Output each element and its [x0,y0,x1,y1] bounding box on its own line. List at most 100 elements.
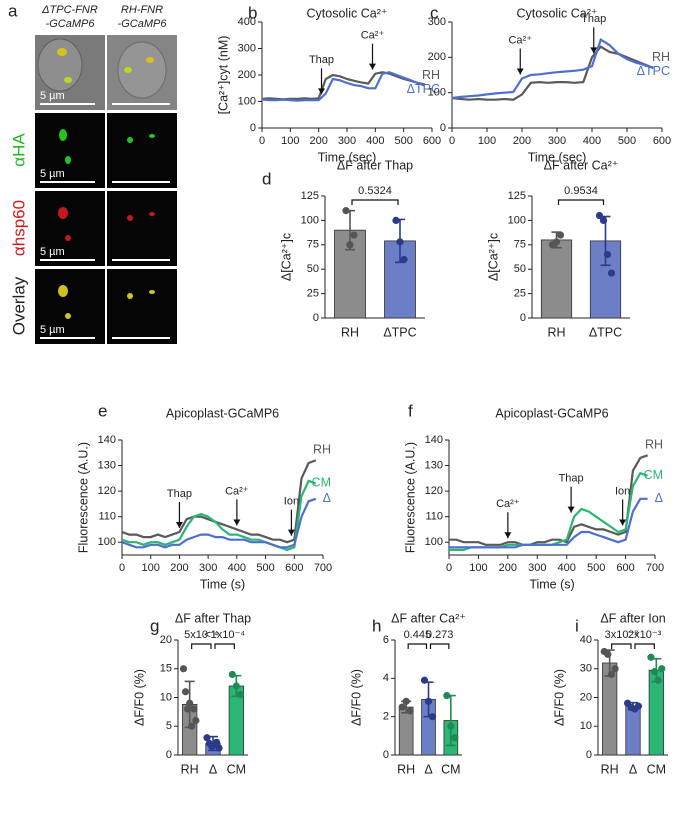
series-line [121,479,317,552]
series-line [449,497,648,549]
series-line [261,71,426,102]
x-tick-label: 100 [281,135,299,147]
x-tick-label: Δ [629,762,637,776]
y-axis-label: ΔF/F0 (%) [132,669,146,726]
signal [59,129,67,141]
signal [127,215,133,221]
significance-bracket [557,199,605,205]
x-tick-label: 700 [314,562,332,574]
p-value: 0.273 [426,629,454,641]
y-axis-label: [Ca²⁺]cyt (nM) [216,36,230,115]
y-tick-label: 75 [514,239,526,251]
y-axis-label: Δ[Ca²⁺]c [279,233,293,281]
panel-letter: d [262,169,271,188]
panel-a: a ΔTPC-FNR -GCaMP6 RH-FNR -GCaMP6 [8,1,177,344]
data-point [603,250,612,259]
data-point [203,734,211,742]
y-tick-label: 40 [580,634,592,646]
y-tick-label: 20 [160,634,172,646]
p-value: 5x10⁻⁴ [184,629,219,641]
scale-label: 5 µm [40,324,65,336]
y-tick-label: 120 [425,485,443,497]
data-point [654,676,662,684]
y-tick-label: 0 [313,312,319,324]
significance-bracket [191,643,212,649]
x-tick-label: 500 [394,135,412,147]
x-tick-label: 300 [528,562,546,574]
chart-title: Apicoplast-GCaMP6 [166,406,279,420]
signal [149,134,155,138]
x-tick-label: Δ [424,762,432,776]
data-point [402,697,410,705]
x-tick-label: 100 [142,562,160,574]
x-tick-label: CM [647,762,666,776]
x-tick-label: 400 [558,562,576,574]
series-label: RH [422,68,440,82]
data-point [443,691,451,700]
data-point [232,682,240,690]
arrow-head [233,519,241,526]
signal [149,212,155,216]
data-point [611,665,619,673]
series-line [121,497,317,549]
series-line [451,38,654,100]
annotation: Thap [309,54,334,66]
x-tick-label: ΔTPC [383,325,416,339]
y-tick-label: 110 [98,511,116,523]
y-tick-label: 125 [301,190,319,202]
arrow-head [287,529,295,536]
data-point [350,231,358,239]
y-tick-label: 15 [160,663,172,675]
arrow-head [567,506,575,513]
x-tick-label: RH [181,762,199,776]
row-label: αhsp60 [9,200,28,256]
column-label: -GCaMP6 [118,18,168,30]
series-label: ΔTPC [407,82,440,96]
panel-letter: b [248,3,257,22]
y-tick-label: 300 [238,42,256,54]
y-tick-label: 30 [580,663,592,675]
y-tick-label: 100 [98,536,116,548]
annotation: Ca²⁺ [496,498,520,510]
x-tick-label: 100 [478,135,496,147]
data-point [228,670,236,679]
p-value: 0.5324 [358,185,392,197]
y-tick-label: 10 [160,691,172,703]
data-point [552,238,561,246]
signal [64,77,72,83]
x-tick-label: 400 [583,135,601,147]
signal [146,57,154,63]
p-value: 3x10⁻³ [605,629,639,641]
x-tick-label: RH [397,762,415,776]
x-tick-label: 200 [309,135,327,147]
panel-letter: e [98,401,107,420]
bar [540,239,573,319]
y-axis-label: ΔF/F0 (%) [552,669,566,726]
panel-letter: h [372,616,381,635]
panel-letter: a [8,1,18,20]
series-label: ΔTPC [637,64,670,78]
y-tick-label: 120 [98,485,116,497]
y-tick-label: 50 [514,263,526,275]
bar [625,705,641,756]
y-tick-label: 10 [580,720,592,732]
y-tick-label: 140 [425,434,443,446]
x-tick-label: 400 [366,135,384,147]
y-tick-label: 4 [383,672,389,684]
data-point [599,216,608,224]
x-tick-label: 300 [338,135,356,147]
annotation: Ca²⁺ [225,485,249,497]
arrow-head [590,47,598,54]
x-axis-label: Time (sec) [528,150,587,164]
data-point [396,238,404,246]
arrow-head [504,532,512,539]
chart-title: ΔF after Thap [175,611,251,625]
y-tick-label: 100 [301,214,319,226]
arrow-head [318,88,325,95]
data-point [607,670,616,679]
x-tick-label: 200 [170,562,188,574]
series-label: RH [652,50,670,64]
signal [65,313,71,319]
y-axis-label: Fluorescence (A.U.) [403,442,417,553]
y-tick-label: 6 [383,634,389,646]
